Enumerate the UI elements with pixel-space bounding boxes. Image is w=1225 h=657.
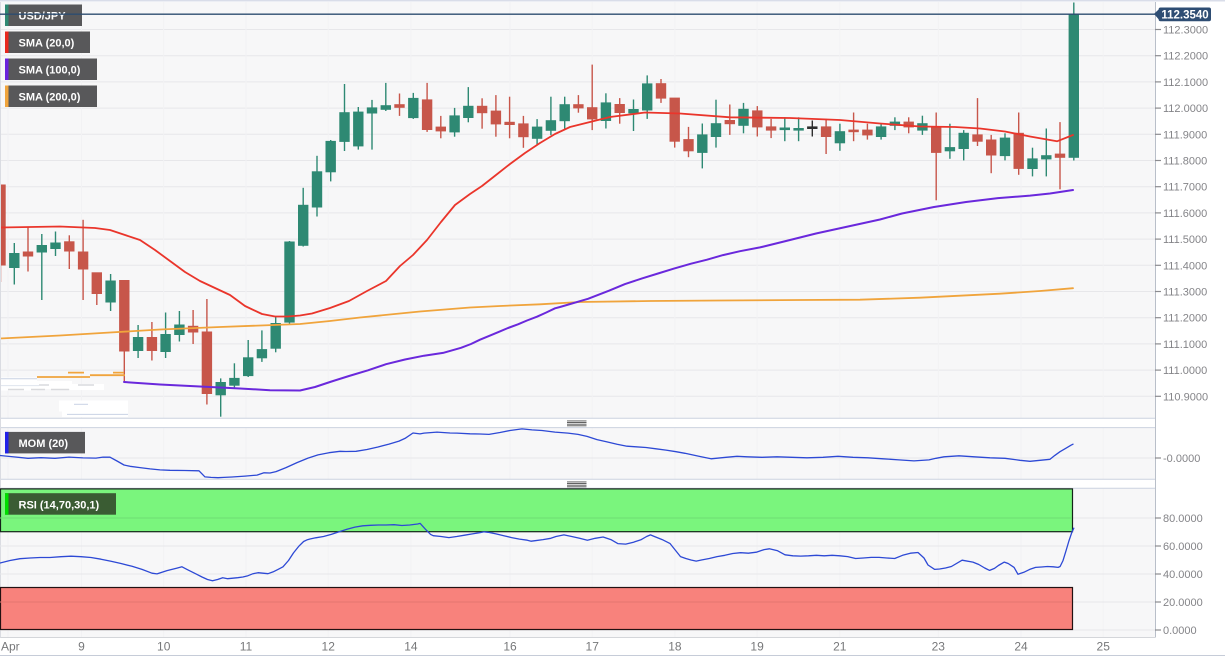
svg-text:17: 17 bbox=[586, 640, 600, 654]
svg-text:112.1000: 112.1000 bbox=[1163, 77, 1208, 89]
svg-text:MOM (20): MOM (20) bbox=[19, 438, 69, 450]
svg-text:Apr: Apr bbox=[1, 640, 20, 654]
svg-text:112.3000: 112.3000 bbox=[1163, 25, 1208, 37]
svg-text:18: 18 bbox=[668, 640, 682, 654]
svg-text:11: 11 bbox=[240, 640, 253, 654]
svg-text:SMA (200,0): SMA (200,0) bbox=[19, 92, 81, 104]
svg-text:14: 14 bbox=[404, 640, 418, 654]
svg-text:16: 16 bbox=[503, 640, 517, 654]
svg-text:9: 9 bbox=[78, 640, 85, 654]
svg-text:12: 12 bbox=[322, 640, 336, 654]
svg-text:USD/JPY: USD/JPY bbox=[19, 11, 67, 23]
svg-text:111.1000: 111.1000 bbox=[1163, 339, 1207, 351]
svg-text:0.0000: 0.0000 bbox=[1163, 625, 1197, 637]
svg-text:111.5000: 111.5000 bbox=[1163, 234, 1207, 246]
svg-text:111.2000: 111.2000 bbox=[1163, 313, 1207, 325]
svg-text:24: 24 bbox=[1014, 640, 1028, 654]
svg-text:SMA (20,0): SMA (20,0) bbox=[19, 38, 75, 50]
svg-text:25: 25 bbox=[1097, 640, 1111, 654]
svg-text:SMA (100,0): SMA (100,0) bbox=[19, 65, 81, 77]
svg-text:112.0000: 112.0000 bbox=[1163, 103, 1208, 115]
svg-text:111.7000: 111.7000 bbox=[1163, 182, 1207, 194]
svg-text:111.8000: 111.8000 bbox=[1163, 156, 1207, 168]
svg-text:21: 21 bbox=[833, 640, 847, 654]
svg-text:RSI (14,70,30,1): RSI (14,70,30,1) bbox=[19, 499, 100, 511]
svg-text:110.9000: 110.9000 bbox=[1163, 391, 1208, 403]
svg-text:-0.0000: -0.0000 bbox=[1163, 453, 1200, 465]
svg-text:23: 23 bbox=[932, 640, 946, 654]
svg-text:20.0000: 20.0000 bbox=[1163, 597, 1203, 609]
svg-text:19: 19 bbox=[750, 640, 764, 654]
svg-text:111.4000: 111.4000 bbox=[1163, 260, 1207, 272]
svg-text:80.0000: 80.0000 bbox=[1163, 513, 1203, 525]
svg-text:112.3540: 112.3540 bbox=[1161, 9, 1208, 21]
svg-text:111.9000: 111.9000 bbox=[1163, 129, 1207, 141]
svg-text:111.3000: 111.3000 bbox=[1163, 287, 1207, 299]
svg-text:60.0000: 60.0000 bbox=[1163, 541, 1203, 553]
svg-text:40.0000: 40.0000 bbox=[1163, 569, 1203, 581]
svg-text:111.6000: 111.6000 bbox=[1163, 208, 1207, 220]
svg-text:112.2000: 112.2000 bbox=[1163, 51, 1208, 63]
svg-text:111.0000: 111.0000 bbox=[1163, 365, 1207, 377]
svg-text:10: 10 bbox=[157, 640, 171, 654]
